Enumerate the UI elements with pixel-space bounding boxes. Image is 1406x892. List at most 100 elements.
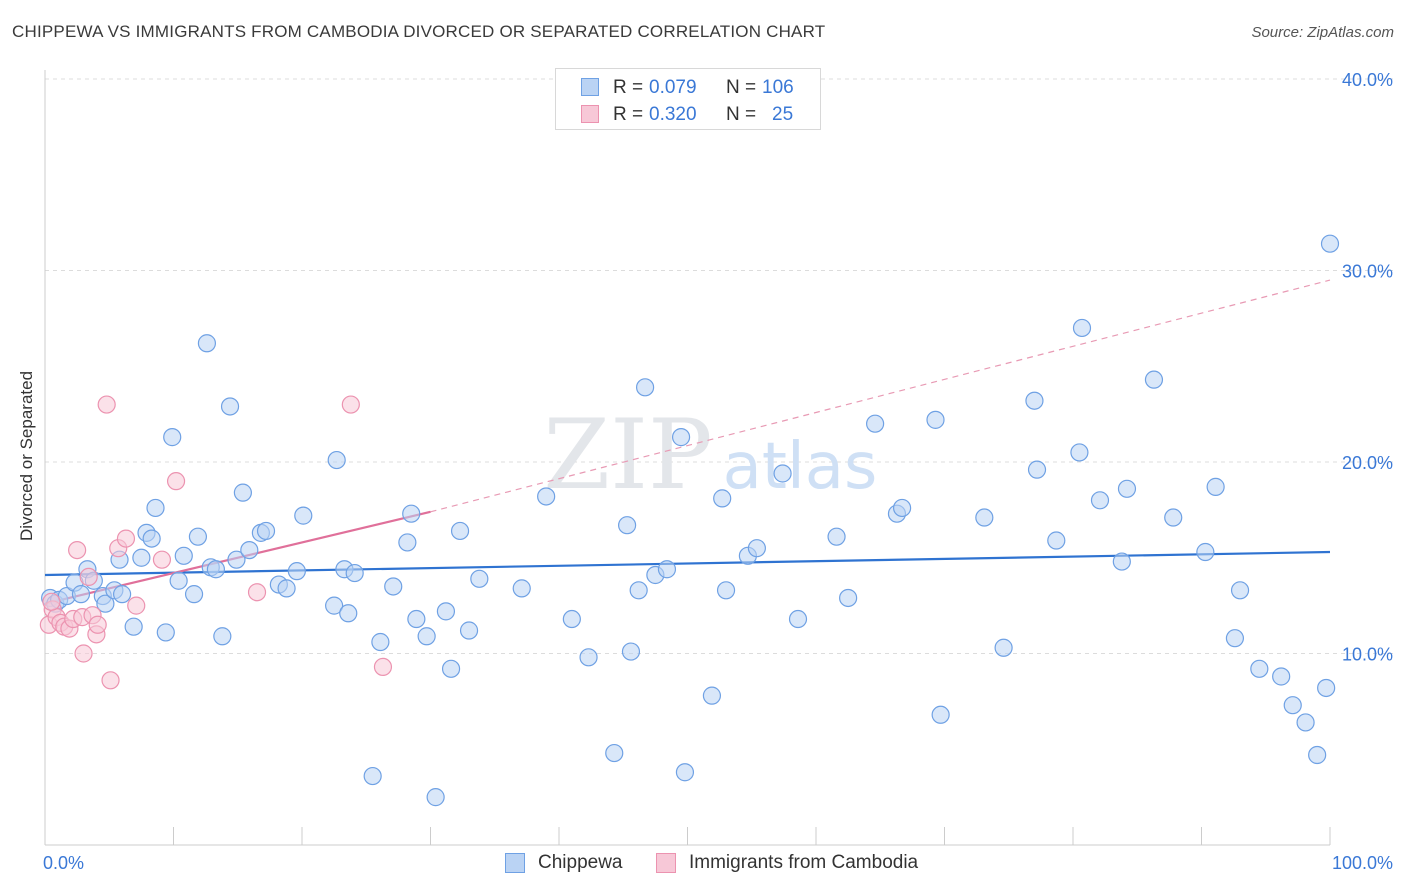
r-value: 0.079 xyxy=(649,77,697,98)
n-value: 106 xyxy=(762,77,794,98)
stats-row-chippewa: R = 0.079 N = 106 xyxy=(556,75,820,101)
r-value: 0.320 xyxy=(649,104,697,125)
data-point xyxy=(459,621,479,640)
data-point xyxy=(1047,531,1066,550)
data-point xyxy=(277,579,296,598)
data-point xyxy=(1308,745,1327,765)
watermark-atlas: atlas xyxy=(723,430,878,504)
chart-source: Source: ZipAtlas.com xyxy=(1251,24,1394,41)
data-point xyxy=(827,527,846,546)
data-point xyxy=(152,550,172,569)
n-label: N = xyxy=(726,77,757,98)
data-point xyxy=(341,395,360,414)
watermark: ZIP atlas xyxy=(543,399,877,511)
data-point xyxy=(197,334,217,353)
data-point xyxy=(169,571,188,590)
data-point xyxy=(618,516,637,535)
data-point xyxy=(1025,391,1044,410)
data-point xyxy=(657,560,677,579)
data-point xyxy=(635,378,655,397)
series-cambodia xyxy=(39,395,393,690)
data-point xyxy=(562,609,581,629)
axes xyxy=(44,70,1331,846)
data-point xyxy=(1144,370,1164,389)
data-point xyxy=(74,644,93,663)
data-point xyxy=(68,540,87,560)
data-point xyxy=(747,539,766,558)
data-point xyxy=(1027,460,1047,479)
watermark-zip: ZIP xyxy=(543,399,712,511)
data-point xyxy=(450,521,470,541)
data-point xyxy=(1230,581,1250,600)
data-point xyxy=(1250,659,1269,678)
chippewa-swatch xyxy=(581,78,599,96)
cambodia-legend-swatch xyxy=(656,853,676,873)
legend-label: Immigrants from Cambodia xyxy=(689,852,919,873)
r-label: R = xyxy=(613,77,644,98)
data-point xyxy=(96,594,115,613)
n-label: N = xyxy=(726,104,757,125)
data-point xyxy=(373,657,393,677)
data-point xyxy=(124,617,143,636)
data-point xyxy=(426,788,445,807)
data-point xyxy=(294,506,313,525)
data-point xyxy=(629,581,648,600)
data-point xyxy=(256,521,276,541)
data-point xyxy=(716,581,736,600)
y-tick-label: 30.0% xyxy=(1342,262,1393,282)
y-axis-title: Divorced or Separated xyxy=(17,370,36,542)
data-point xyxy=(512,579,531,598)
y-tick-label: 40.0% xyxy=(1342,70,1393,90)
data-point xyxy=(163,428,182,447)
chippewa-legend-swatch xyxy=(505,853,525,873)
data-point xyxy=(327,450,346,470)
data-point xyxy=(1317,678,1336,698)
data-point xyxy=(994,638,1013,657)
data-point xyxy=(1225,629,1245,648)
data-point xyxy=(1117,479,1137,498)
data-point xyxy=(931,705,950,724)
data-point xyxy=(166,472,186,491)
data-point xyxy=(1283,696,1302,715)
data-point xyxy=(402,504,421,523)
data-point xyxy=(407,609,426,629)
data-points xyxy=(39,234,1340,807)
data-point xyxy=(371,632,390,652)
data-point xyxy=(866,414,885,433)
data-point xyxy=(127,596,146,615)
data-point xyxy=(142,529,161,548)
data-point xyxy=(579,648,598,667)
data-point xyxy=(1072,318,1092,338)
data-point xyxy=(436,602,456,621)
x-tick-label: 100.0% xyxy=(1332,853,1393,873)
data-point xyxy=(97,395,116,414)
data-point xyxy=(1296,713,1315,732)
data-point xyxy=(287,562,306,581)
data-point xyxy=(1196,542,1215,562)
data-point xyxy=(339,604,358,623)
data-point xyxy=(1272,667,1291,686)
data-point xyxy=(345,563,364,583)
data-point xyxy=(975,508,994,527)
data-point xyxy=(156,623,175,642)
data-point xyxy=(116,529,136,548)
x-tick-label: 0.0% xyxy=(43,853,84,873)
data-point xyxy=(384,577,403,596)
data-point xyxy=(713,489,732,508)
data-point xyxy=(671,428,691,447)
data-point xyxy=(88,615,107,634)
series-chippewa xyxy=(41,234,1340,807)
y-tick-label: 10.0% xyxy=(1342,645,1393,665)
data-point xyxy=(398,533,417,552)
data-point xyxy=(926,410,945,429)
data-point xyxy=(1112,552,1131,571)
data-point xyxy=(537,487,556,506)
gridlines xyxy=(45,78,1393,654)
data-point xyxy=(184,585,204,604)
data-point xyxy=(240,540,259,560)
data-point xyxy=(605,743,624,763)
data-point xyxy=(174,546,193,565)
stats-legend-box: R = 0.079 N = 106 R = 0.320 N = 25 xyxy=(555,68,821,130)
data-point xyxy=(220,397,240,416)
